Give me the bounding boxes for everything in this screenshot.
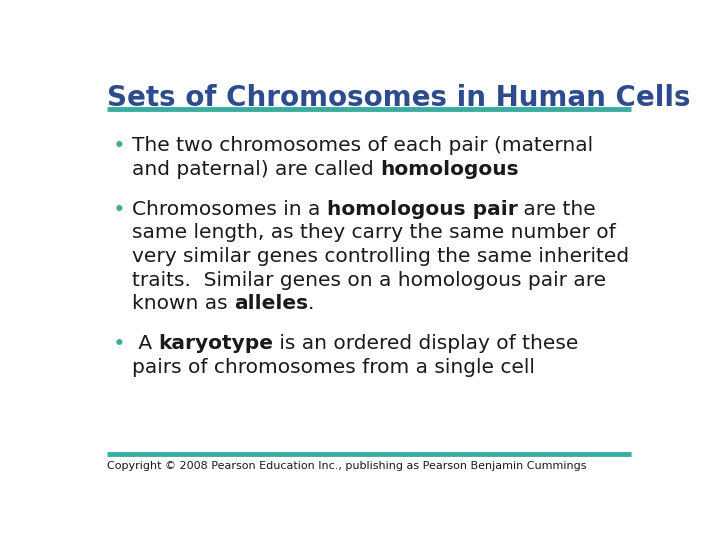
Text: homologous: homologous bbox=[380, 160, 518, 179]
Text: •: • bbox=[112, 334, 125, 354]
Text: and paternal) are called: and paternal) are called bbox=[132, 160, 380, 179]
Text: Copyright © 2008 Pearson Education Inc., publishing as Pearson Benjamin Cummings: Copyright © 2008 Pearson Education Inc.,… bbox=[107, 461, 586, 471]
Text: pairs of chromosomes from a single cell: pairs of chromosomes from a single cell bbox=[132, 357, 535, 376]
Text: same length, as they carry the same number of: same length, as they carry the same numb… bbox=[132, 223, 616, 242]
Text: traits.  Similar genes on a homologous pair are: traits. Similar genes on a homologous pa… bbox=[132, 271, 606, 289]
Text: known as: known as bbox=[132, 294, 234, 313]
Text: A: A bbox=[132, 334, 158, 353]
Text: is an ordered display of these: is an ordered display of these bbox=[274, 334, 579, 353]
Text: .: . bbox=[308, 294, 315, 313]
Text: karyotype: karyotype bbox=[158, 334, 274, 353]
Text: are the: are the bbox=[518, 199, 596, 219]
Text: •: • bbox=[112, 136, 125, 156]
Text: Chromosomes in a: Chromosomes in a bbox=[132, 199, 327, 219]
Text: homologous pair: homologous pair bbox=[327, 199, 518, 219]
Text: Sets of Chromosomes in Human Cells: Sets of Chromosomes in Human Cells bbox=[107, 84, 690, 112]
Text: The two chromosomes of each pair (maternal: The two chromosomes of each pair (matern… bbox=[132, 136, 593, 156]
Text: •: • bbox=[112, 199, 125, 220]
Text: alleles: alleles bbox=[234, 294, 308, 313]
Text: very similar genes controlling the same inherited: very similar genes controlling the same … bbox=[132, 247, 629, 266]
